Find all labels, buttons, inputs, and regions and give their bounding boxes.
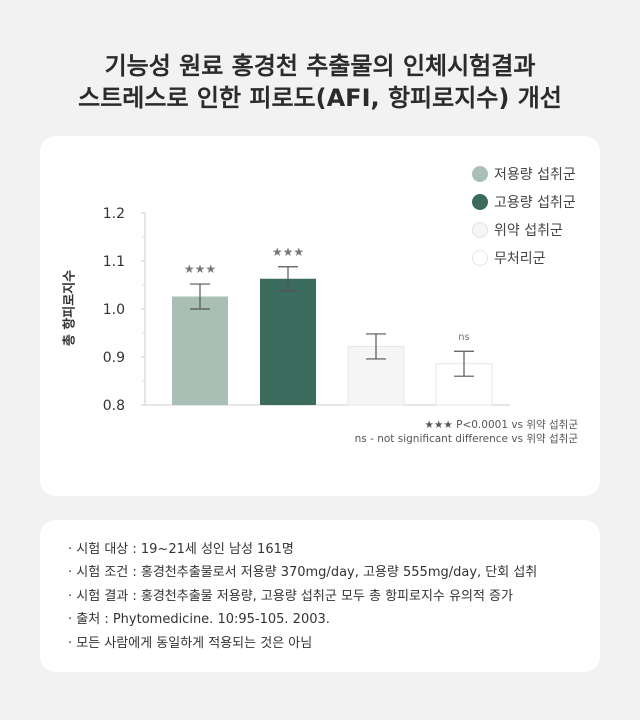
y-tick-label: 1.0: [103, 302, 125, 318]
legend-swatch: [472, 250, 488, 266]
significance-note: ★★★ P<0.0001 vs 위약 섭취군: [424, 419, 578, 431]
legend-label: 무처리군: [494, 251, 546, 267]
chart-card: [40, 136, 600, 496]
info-item-results: 시험 결과 : 홍경천추출물 저용량, 고용량 섭취군 모두 총 항피로지수 유…: [68, 585, 537, 608]
legend-label: 위약 섭취군: [494, 223, 563, 239]
chart-notes: ★★★ P<0.0001 vs 위약 섭취군 ns - not signific…: [355, 418, 578, 446]
page-title: 기능성 원료 홍경천 추출물의 인체시험결과 스트레스로 인한 피로도(AFI,…: [0, 50, 640, 114]
bar-2: [260, 278, 316, 405]
y-tick-label: 1.2: [103, 206, 125, 222]
legend-swatch: [472, 222, 488, 238]
legend-item-low-dose: 저용량 섭취군: [472, 160, 576, 188]
y-axis-label: 총 항피로지수: [62, 269, 78, 347]
legend-swatch: [472, 194, 488, 210]
y-tick-label: 1.1: [103, 254, 125, 270]
bar-1: [172, 296, 228, 405]
significance-label: ★★★: [184, 262, 216, 276]
legend: 저용량 섭취군 고용량 섭취군 위약 섭취군 무처리군: [472, 160, 576, 272]
info-list: 시험 대상 : 19~21세 성인 남성 161명 시험 조건 : 홍경천추출물…: [68, 538, 537, 655]
info-item-disclaimer: 모든 사람에게 동일하게 적용되는 것은 아님: [68, 632, 537, 655]
title-line-1: 기능성 원료 홍경천 추출물의 인체시험결과: [104, 52, 536, 80]
ns-note: ns - not significant difference vs 위약 섭취…: [354, 433, 578, 445]
significance-label: ★★★: [272, 245, 304, 259]
legend-swatch: [472, 166, 488, 182]
legend-label: 저용량 섭취군: [494, 167, 576, 183]
info-item-conditions: 시험 조건 : 홍경천추출물로서 저용량 370mg/day, 고용량 555m…: [68, 561, 537, 584]
info-item-source: 출처 : Phytomedicine. 10:95-105. 2003.: [68, 608, 537, 631]
legend-item-high-dose: 고용량 섭취군: [472, 188, 576, 216]
legend-label: 고용량 섭취군: [494, 195, 576, 211]
title-line-2: 스트레스로 인한 피로도(AFI, 항피로지수) 개선: [78, 84, 562, 112]
y-tick-label: 0.9: [103, 350, 125, 366]
legend-item-untreated: 무처리군: [472, 244, 576, 272]
y-tick-label: 0.8: [103, 398, 125, 414]
legend-item-placebo: 위약 섭취군: [472, 216, 576, 244]
significance-label: ns: [458, 332, 470, 343]
info-item-subjects: 시험 대상 : 19~21세 성인 남성 161명: [68, 538, 537, 561]
